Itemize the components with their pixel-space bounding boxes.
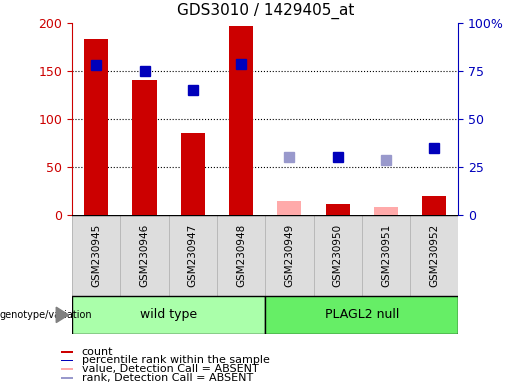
Bar: [229, 26, 253, 215]
Bar: [265, 296, 458, 334]
Title: GDS3010 / 1429405_at: GDS3010 / 1429405_at: [177, 3, 354, 19]
Text: GSM230949: GSM230949: [284, 224, 295, 287]
Bar: [132, 80, 157, 215]
Bar: [422, 196, 447, 215]
Text: PLAGL2 null: PLAGL2 null: [324, 308, 399, 321]
Bar: [277, 200, 301, 215]
Bar: [61, 377, 73, 379]
Text: genotype/variation: genotype/variation: [0, 310, 93, 320]
Bar: [325, 204, 350, 215]
Bar: [181, 134, 205, 215]
Bar: [72, 296, 265, 334]
Text: GSM230947: GSM230947: [188, 224, 198, 287]
Text: count: count: [82, 347, 113, 357]
Text: wild type: wild type: [140, 308, 197, 321]
Text: GSM230945: GSM230945: [91, 224, 101, 287]
Text: GSM230948: GSM230948: [236, 224, 246, 287]
Bar: [61, 368, 73, 370]
Text: value, Detection Call = ABSENT: value, Detection Call = ABSENT: [82, 364, 259, 374]
Text: GSM230950: GSM230950: [333, 224, 342, 287]
Text: rank, Detection Call = ABSENT: rank, Detection Call = ABSENT: [82, 373, 253, 383]
Bar: [61, 360, 73, 361]
Text: percentile rank within the sample: percentile rank within the sample: [82, 356, 270, 366]
Text: GSM230946: GSM230946: [140, 224, 149, 287]
Bar: [84, 40, 108, 215]
Bar: [61, 351, 73, 353]
Text: GSM230952: GSM230952: [429, 224, 439, 287]
Bar: [374, 207, 398, 215]
Text: GSM230951: GSM230951: [381, 224, 391, 287]
Polygon shape: [56, 307, 68, 323]
